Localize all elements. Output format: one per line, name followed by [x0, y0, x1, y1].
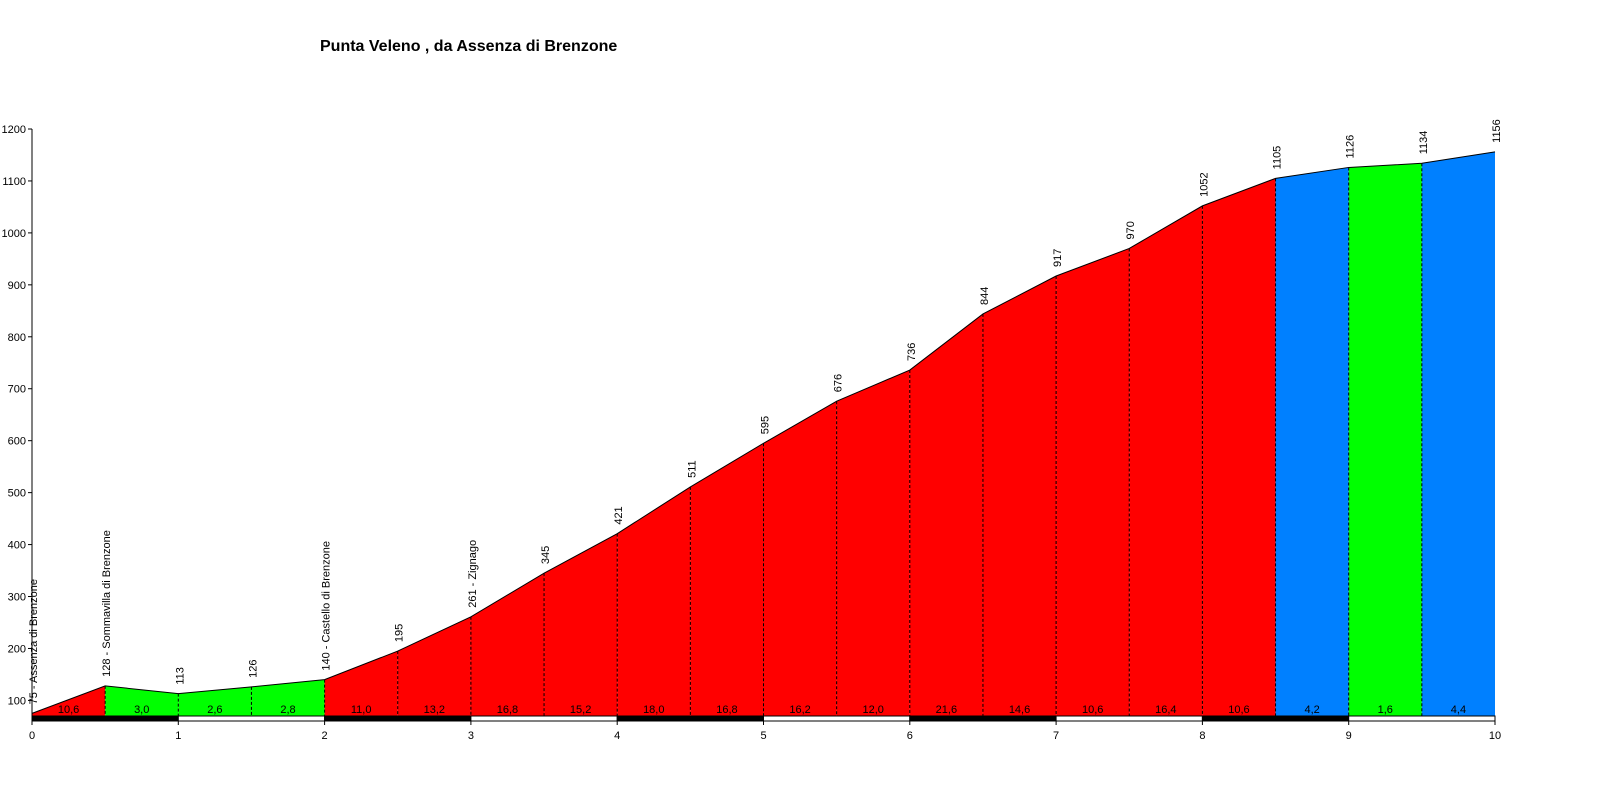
grade-label-13: 14,6	[1009, 704, 1030, 716]
grade-label-12: 21,6	[936, 704, 957, 716]
elevation-label-13: 844	[979, 287, 991, 305]
elevation-label-2: 113	[174, 667, 186, 685]
elevation-label-5: 195	[394, 624, 406, 642]
elevation-label-16: 1052	[1198, 172, 1210, 196]
km-bar-0	[31, 715, 179, 722]
grade-label-10: 16,2	[789, 704, 810, 716]
elevation-label-7: 345	[540, 546, 552, 564]
x-tick-label-10: 10	[1489, 730, 1501, 742]
elevation-label-4: 140 - Castello di Brenzone	[321, 541, 333, 671]
grade-label-16: 10,6	[1228, 704, 1249, 716]
grade-label-9: 16,8	[716, 704, 737, 716]
profile-segment-8	[617, 486, 691, 716]
profile-segment-17	[1275, 167, 1349, 717]
chart-title: Punta Veleno , da Assenza di Brenzone	[320, 38, 618, 55]
elevation-label-18: 1126	[1345, 135, 1357, 159]
y-tick-label-1000: 1000	[2, 228, 26, 240]
grade-label-6: 16,8	[497, 704, 518, 716]
elevation-label-3: 126	[247, 660, 259, 678]
profile-segment-16	[1202, 178, 1276, 717]
x-tick-label-1: 1	[175, 730, 181, 742]
y-tick-label-500: 500	[8, 488, 26, 500]
elevation-label-15: 970	[1125, 221, 1137, 239]
profile-segment-10	[763, 401, 837, 716]
x-tick-label-5: 5	[760, 730, 766, 742]
profile-segment-1	[105, 685, 179, 716]
grade-label-5: 13,2	[424, 704, 445, 716]
profile-segment-2	[178, 686, 252, 716]
elevation-label-17: 1105	[1272, 146, 1284, 170]
profile-segment-18	[1348, 163, 1422, 716]
km-bar-6	[909, 715, 1057, 722]
x-tick-label-4: 4	[614, 730, 620, 742]
km-bar-5	[763, 715, 911, 722]
km-bar-1	[177, 715, 326, 722]
profile-segment-3	[251, 679, 325, 716]
grade-label-15: 16,4	[1155, 704, 1176, 716]
x-tick-label-8: 8	[1199, 730, 1205, 742]
x-tick-label-6: 6	[907, 730, 913, 742]
elevation-label-14: 917	[1052, 249, 1064, 267]
y-tick-label-400: 400	[8, 540, 26, 552]
elevation-label-19: 1134	[1418, 131, 1430, 155]
x-tick-label-0: 0	[29, 730, 35, 742]
elevation-label-11: 676	[833, 374, 845, 392]
profile-segment-14	[1056, 248, 1130, 716]
profile-segment-9	[690, 443, 764, 716]
profile-segment-13	[982, 276, 1057, 716]
elevation-label-9: 511	[686, 460, 698, 478]
grade-label-4: 11,0	[351, 704, 372, 716]
elevation-label-8: 421	[613, 506, 625, 524]
x-tick-label-2: 2	[322, 730, 328, 742]
profile-segment-6	[470, 573, 545, 716]
grade-label-17: 4,2	[1304, 704, 1319, 716]
y-tick-label-200: 200	[8, 643, 26, 655]
profile-segment-19	[1421, 151, 1495, 717]
grade-label-3: 2,8	[280, 704, 295, 716]
y-tick-label-1200: 1200	[2, 124, 26, 136]
y-tick-label-900: 900	[8, 280, 26, 292]
km-bar-2	[324, 715, 472, 722]
profile-segment-15	[1129, 205, 1203, 716]
elevation-label-0: 75 - Assenza di Brenzone	[28, 579, 40, 704]
y-tick-label-800: 800	[8, 332, 26, 344]
elevation-label-12: 736	[906, 343, 918, 361]
km-bar-7	[1055, 715, 1203, 722]
grade-label-7: 15,2	[570, 704, 591, 716]
x-tick-label-7: 7	[1053, 730, 1059, 742]
grade-label-19: 4,4	[1451, 704, 1466, 716]
grade-label-0: 10,6	[58, 704, 79, 716]
grade-label-1: 3,0	[134, 704, 149, 716]
profile-segment-5	[397, 616, 471, 716]
km-bar-9	[1348, 715, 1496, 722]
km-bar-3	[470, 715, 618, 722]
y-tick-label-600: 600	[8, 436, 26, 448]
elevation-label-20: 1156	[1491, 119, 1503, 143]
grade-label-14: 10,6	[1082, 704, 1103, 716]
grade-label-11: 12,0	[863, 704, 884, 716]
y-tick-label-1100: 1100	[2, 176, 26, 188]
elevation-label-10: 595	[760, 416, 772, 434]
y-tick-label-700: 700	[8, 384, 26, 396]
profile-segment-4	[324, 651, 398, 716]
elevation-label-6: 261 - Zignago	[467, 540, 479, 608]
x-tick-label-3: 3	[468, 730, 474, 742]
profile-segment-0	[32, 685, 106, 716]
km-bar-8	[1201, 715, 1350, 722]
y-tick-label-100: 100	[8, 695, 26, 707]
y-tick-label-300: 300	[8, 592, 26, 604]
profile-segment-11	[836, 370, 910, 716]
profile-segment-12	[909, 313, 983, 716]
km-bar-4	[616, 715, 765, 722]
grade-label-18: 1,6	[1378, 704, 1393, 716]
x-tick-label-9: 9	[1346, 730, 1352, 742]
grade-label-8: 18,0	[643, 704, 664, 716]
grade-label-2: 2,6	[207, 704, 222, 716]
profile-segment-7	[544, 533, 618, 716]
elevation-label-1: 128 - Sommavilla di Brenzone	[101, 530, 113, 677]
